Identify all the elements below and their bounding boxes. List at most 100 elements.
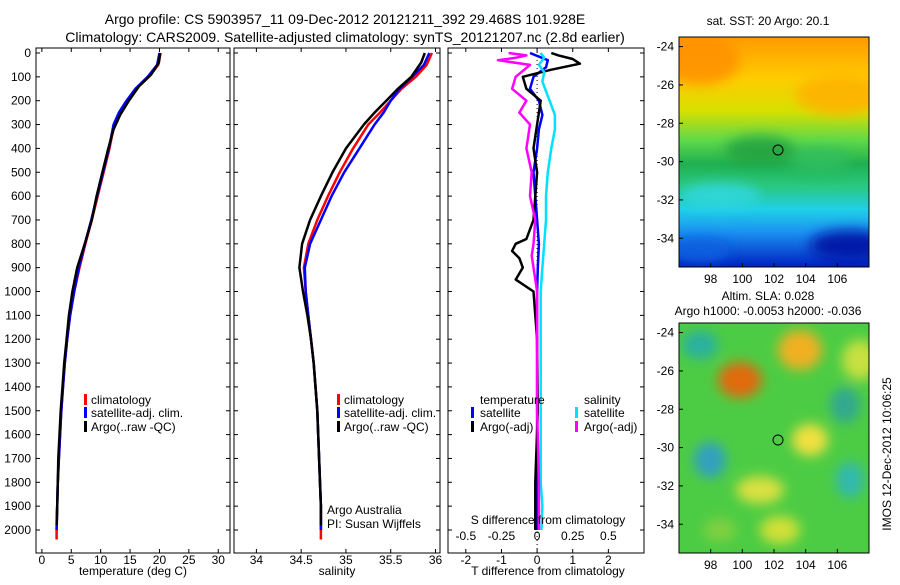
- depth-tick-label: 1600: [4, 428, 31, 442]
- map-lat-tick-label: -24: [657, 326, 675, 340]
- difference-legend: temperature salinity satellite Argo(-adj…: [471, 393, 637, 434]
- difference-xtick-label: -1: [496, 553, 507, 567]
- salinity-xtick-label: 34.5: [289, 553, 313, 567]
- map-lon-tick-label: 100: [732, 272, 752, 286]
- depth-tick-label: 1500: [4, 404, 31, 418]
- sla-map-title2: Argo h1000: -0.0053 h2000: -0.036: [675, 304, 862, 318]
- map-lat-tick-label: -34: [657, 231, 675, 245]
- depth-tick-label: 900: [11, 261, 31, 275]
- depth-tick-label: 1200: [4, 332, 31, 346]
- map-lon-tick-label: 104: [796, 558, 816, 572]
- salinity-xtick-label: 35.5: [379, 553, 403, 567]
- depth-tick-label: 1300: [4, 356, 31, 370]
- sst-map-panel: sat. SST: 20 Argo: 20.1 -24 -26 -28 -30 -32 -…: [657, 14, 870, 286]
- depth-tick-label: 100: [11, 70, 31, 84]
- difference-xtick-label: 1: [569, 553, 576, 567]
- sla-map-title1: Altim. SLA: 0.028: [722, 289, 815, 303]
- legend-head-salinity: salinity: [584, 393, 621, 407]
- difference-series-line: [537, 52, 557, 531]
- map-lon-tick-label: 100: [732, 558, 752, 572]
- map-lat-tick-label: -28: [657, 116, 675, 130]
- difference-xtick-label: 0: [534, 553, 541, 567]
- figure-title-line1: Argo profile: CS 5903957_11 09-Dec-2012 …: [105, 11, 586, 27]
- legend-swatch-satellite: [337, 407, 340, 418]
- depth-axis-labels: 0 100 200 300 400 500 600 700 800 900 1000 1100 1200…: [4, 46, 31, 537]
- sla-map-field: [679, 323, 869, 553]
- map-lon-tick-label: 102: [764, 272, 784, 286]
- depth-tick-label: 500: [11, 165, 31, 179]
- map-lon-tick-label: 98: [704, 558, 718, 572]
- s-diff-tick-label: 0.5: [600, 529, 617, 543]
- map-lat-tick-label: -34: [657, 517, 675, 531]
- legend-label-s-satellite: satellite: [584, 406, 625, 420]
- legend-label-argo: Argo(..raw -QC): [344, 420, 429, 434]
- temperature-legend: climatology satellite-adj. clim. Argo(..…: [84, 393, 183, 434]
- legend-label-t-satellite: satellite: [480, 406, 521, 420]
- depth-tick-label: 1100: [5, 308, 31, 322]
- legend-label-t-argo: Argo(-adj): [480, 420, 533, 434]
- s-diff-tick-label: -0.25: [488, 529, 516, 543]
- depth-tick-label: 700: [11, 213, 31, 227]
- temperature-xtick-label: 10: [94, 553, 108, 567]
- salinity-series-line: [298, 52, 426, 526]
- legend-swatch-climatology: [337, 394, 340, 405]
- difference-axes-frame: [447, 47, 645, 554]
- map-lon-tick-label: 106: [827, 272, 847, 286]
- temperature-xtick-label: 5: [68, 553, 75, 567]
- s-diff-tick-label: 0.25: [561, 529, 585, 543]
- legend-swatch-t-satellite: [471, 407, 474, 418]
- sla-map-panel: Altim. SLA: 0.028 Argo h1000: -0.0053 h2…: [657, 289, 870, 572]
- temperature-panel: 0 5 10 15 20 25 30 temperature (deg C) climato…: [35, 47, 231, 578]
- timestamp: IMOS 12-Dec-2012 10:06:25: [880, 377, 894, 531]
- legend-swatch-argo: [84, 421, 87, 432]
- legend-label-argo: Argo(..raw -QC): [91, 420, 176, 434]
- sla-argo-marker: [772, 434, 784, 446]
- depth-tick-label: 1000: [4, 285, 31, 299]
- difference-top-label: S difference from climatology: [471, 513, 626, 527]
- temperature-axes-frame: [35, 47, 231, 554]
- legend-swatch-satellite: [84, 407, 87, 418]
- credit-line2: PI: Susan Wijffels: [327, 517, 421, 531]
- temperature-xtick-label: 25: [182, 553, 196, 567]
- map-lat-tick-label: -30: [657, 441, 675, 455]
- legend-swatch-argo: [337, 421, 340, 432]
- salinity-xtick-label: 36: [429, 553, 443, 567]
- legend-label-climatology: climatology: [91, 393, 151, 407]
- map-lon-tick-label: 106: [827, 558, 847, 572]
- depth-tick-label: 1700: [4, 451, 31, 465]
- sst-map-field: [679, 37, 869, 267]
- difference-xtick-label: -2: [460, 553, 471, 567]
- salinity-legend: climatology satellite-adj. clim. Argo(..…: [337, 393, 436, 434]
- map-lat-tick-label: -26: [657, 364, 675, 378]
- salinity-xtick-label: 35: [339, 553, 353, 567]
- s-diff-tick-label: -0.5: [455, 529, 476, 543]
- map-lat-tick-label: -30: [657, 155, 675, 169]
- map-lat-tick-label: -28: [657, 402, 675, 416]
- salinity-axes-frame: [233, 47, 441, 554]
- map-lat-tick-label: -26: [657, 78, 675, 92]
- legend-swatch-climatology: [84, 394, 87, 405]
- legend-label-s-argo: Argo(-adj): [584, 420, 637, 434]
- legend-label-climatology: climatology: [344, 393, 404, 407]
- difference-series-line: [510, 51, 582, 530]
- salinity-xlabel: salinity: [319, 564, 356, 578]
- depth-tick-label: 200: [11, 94, 31, 108]
- map-lon-tick-label: 102: [764, 558, 784, 572]
- depth-tick-label: 600: [11, 189, 31, 203]
- sst-map-title: sat. SST: 20 Argo: 20.1: [707, 14, 830, 28]
- map-lat-tick-label: -32: [657, 193, 675, 207]
- salinity-xtick-label: 34: [250, 553, 264, 567]
- legend-label-satellite: satellite-adj. clim.: [344, 406, 436, 420]
- temperature-xtick-label: 20: [153, 553, 167, 567]
- difference-series-line: [496, 51, 541, 530]
- map-lat-tick-label: -24: [657, 40, 675, 54]
- map-lat-tick-label: -32: [657, 479, 675, 493]
- temperature-xtick-label: 15: [123, 553, 137, 567]
- map-lon-tick-label: 98: [704, 272, 718, 286]
- sst-argo-marker: [772, 144, 784, 156]
- legend-head-temperature: temperature: [480, 393, 545, 407]
- depth-tick-label: 1800: [4, 475, 31, 489]
- map-lon-tick-label: 104: [796, 272, 816, 286]
